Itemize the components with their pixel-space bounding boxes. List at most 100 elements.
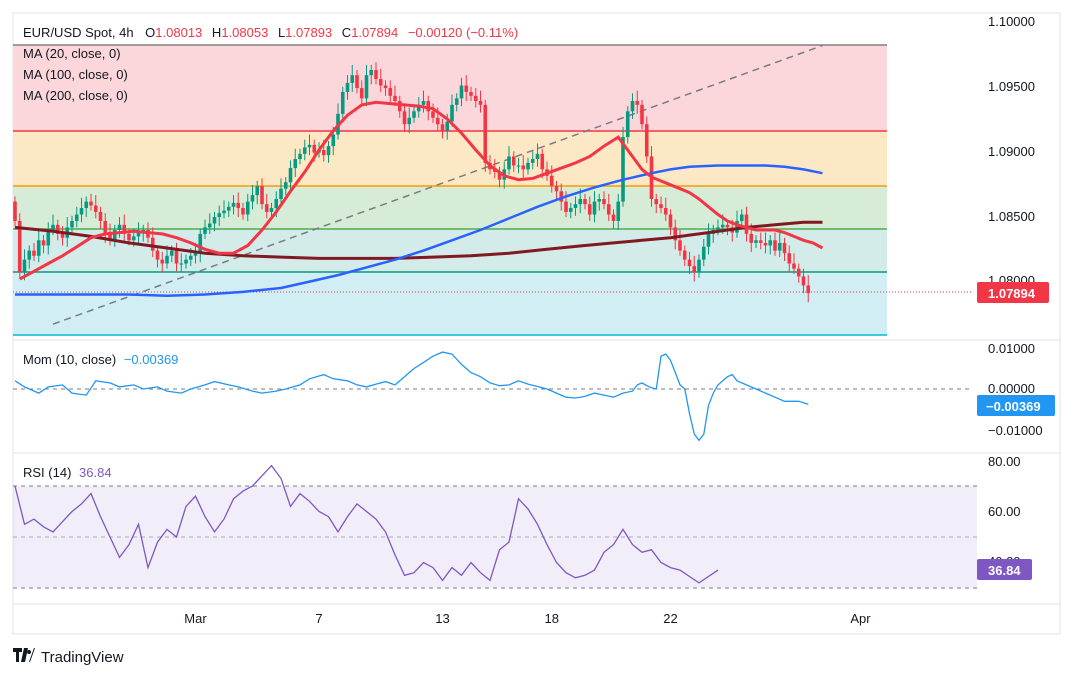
candle[interactable] xyxy=(179,263,184,265)
candle[interactable] xyxy=(673,227,678,241)
candle[interactable] xyxy=(630,100,635,112)
candle[interactable] xyxy=(174,250,179,264)
candle[interactable] xyxy=(801,276,806,286)
candle[interactable] xyxy=(27,250,32,260)
candle[interactable] xyxy=(796,268,801,277)
candle[interactable] xyxy=(806,285,811,294)
candle[interactable] xyxy=(374,70,378,80)
price-axis[interactable]: 1.10000 1.09500 1.09000 1.08500 1.08000 xyxy=(988,14,1035,288)
candle[interactable] xyxy=(331,134,336,147)
candle[interactable] xyxy=(269,208,274,212)
candle[interactable] xyxy=(597,199,602,202)
candle[interactable] xyxy=(611,214,616,221)
candle[interactable] xyxy=(60,233,65,238)
candle[interactable] xyxy=(507,156,511,170)
candle[interactable] xyxy=(184,259,188,264)
candle[interactable] xyxy=(212,217,217,224)
momentum-line[interactable] xyxy=(14,351,809,442)
candle[interactable] xyxy=(217,213,222,218)
candle[interactable] xyxy=(725,224,730,228)
candle[interactable] xyxy=(231,202,236,207)
candle[interactable] xyxy=(682,250,687,260)
candle[interactable] xyxy=(464,85,469,92)
candle[interactable] xyxy=(469,91,473,96)
rsi-line[interactable] xyxy=(14,464,719,584)
candle[interactable] xyxy=(416,104,421,112)
candle[interactable] xyxy=(226,206,231,211)
rsi-legend[interactable]: RSI (14) 36.84 xyxy=(23,465,112,480)
candle[interactable] xyxy=(421,100,426,105)
candle[interactable] xyxy=(250,195,255,202)
candle[interactable] xyxy=(735,220,739,233)
candle[interactable] xyxy=(668,214,673,228)
candle[interactable] xyxy=(51,224,55,230)
candle[interactable] xyxy=(279,188,283,200)
candle[interactable] xyxy=(46,229,51,246)
candle[interactable] xyxy=(644,124,649,157)
candle[interactable] xyxy=(663,208,668,215)
candle[interactable] xyxy=(98,211,103,221)
candle[interactable] xyxy=(782,242,787,254)
candle[interactable] xyxy=(345,82,350,92)
candle[interactable] xyxy=(359,88,364,99)
candle[interactable] xyxy=(312,144,317,153)
candle[interactable] xyxy=(583,199,587,205)
candle[interactable] xyxy=(511,156,516,166)
candle[interactable] xyxy=(378,79,383,86)
candle[interactable] xyxy=(554,186,559,192)
candle[interactable] xyxy=(84,201,89,209)
candle[interactable] xyxy=(13,201,17,221)
candle[interactable] xyxy=(236,202,241,209)
candle[interactable] xyxy=(568,208,573,212)
candle[interactable] xyxy=(625,111,630,138)
candle[interactable] xyxy=(435,117,440,125)
candle[interactable] xyxy=(364,75,369,99)
candle[interactable] xyxy=(169,250,174,256)
ma100-legend[interactable]: MA (100, close, 0) xyxy=(23,67,128,82)
candle[interactable] xyxy=(459,85,464,99)
candle[interactable] xyxy=(255,186,260,196)
candle[interactable] xyxy=(36,240,41,256)
candle[interactable] xyxy=(117,224,122,230)
candle[interactable] xyxy=(739,214,744,221)
candle[interactable] xyxy=(165,255,169,264)
candle[interactable] xyxy=(108,233,112,241)
candle[interactable] xyxy=(397,100,402,112)
candle[interactable] xyxy=(222,210,226,214)
candle[interactable] xyxy=(241,208,245,215)
candle[interactable] xyxy=(592,201,597,215)
candle[interactable] xyxy=(559,191,564,202)
candle[interactable] xyxy=(188,255,193,260)
candle[interactable] xyxy=(478,100,483,105)
momentum-legend[interactable]: Mom (10, close) −0.00369 xyxy=(23,352,178,367)
candle[interactable] xyxy=(41,240,46,246)
candle[interactable] xyxy=(402,111,407,125)
candle[interactable] xyxy=(640,104,644,125)
candle[interactable] xyxy=(127,233,131,241)
ma200-legend[interactable]: MA (200, close, 0) xyxy=(23,88,128,103)
candle[interactable] xyxy=(412,111,416,118)
candle[interactable] xyxy=(17,220,22,273)
ma200-line[interactable] xyxy=(14,220,823,260)
candle[interactable] xyxy=(70,220,74,228)
candle[interactable] xyxy=(55,224,60,234)
candle[interactable] xyxy=(687,259,692,267)
candle[interactable] xyxy=(606,204,611,215)
candle[interactable] xyxy=(473,95,478,101)
candle[interactable] xyxy=(483,104,488,163)
candle[interactable] xyxy=(369,70,374,76)
ma100-line[interactable] xyxy=(15,164,823,298)
candle[interactable] xyxy=(763,242,768,246)
candle[interactable] xyxy=(103,220,108,234)
candle[interactable] xyxy=(616,201,621,221)
candle[interactable] xyxy=(454,98,459,105)
candle[interactable] xyxy=(150,237,155,251)
ma20-legend[interactable]: MA (20, close, 0) xyxy=(23,46,121,61)
candle[interactable] xyxy=(207,223,212,228)
candle[interactable] xyxy=(587,204,592,215)
candle[interactable] xyxy=(388,88,393,96)
candle[interactable] xyxy=(678,240,682,251)
candle[interactable] xyxy=(758,240,763,243)
candle[interactable] xyxy=(792,263,796,269)
